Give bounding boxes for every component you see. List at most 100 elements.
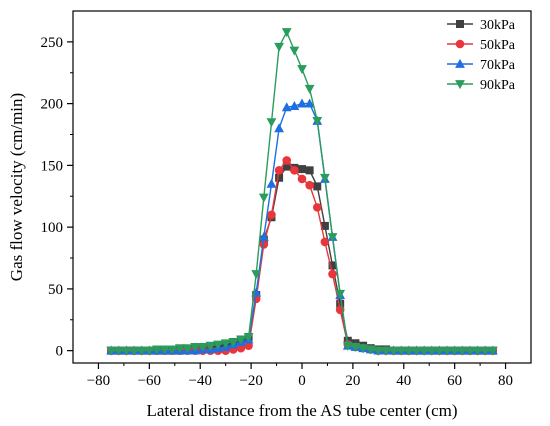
data-point: [465, 346, 475, 356]
data-point: [274, 42, 284, 52]
data-point: [266, 178, 277, 188]
series-line: [111, 30, 493, 352]
series-70kPa: [106, 98, 498, 355]
x-tick-label: −20: [239, 373, 262, 389]
legend-label: 30kPa: [480, 18, 516, 33]
data-point: [220, 339, 231, 349]
data-point: [289, 46, 300, 56]
data-point: [251, 270, 262, 280]
data-point: [274, 123, 284, 133]
series-line: [111, 165, 493, 352]
data-point: [267, 210, 276, 220]
data-point: [297, 65, 307, 75]
data-point: [197, 343, 208, 353]
data-point: [236, 335, 246, 345]
y-tick-label: 200: [41, 97, 64, 113]
series-line: [111, 159, 493, 352]
series-layer: [106, 28, 498, 356]
data-point: [305, 180, 314, 190]
data-point: [328, 261, 337, 270]
data-point: [243, 333, 254, 343]
data-point: [358, 344, 368, 354]
data-point: [281, 28, 292, 38]
data-point: [259, 240, 269, 249]
data-point: [228, 338, 239, 348]
series-90kPa: [106, 28, 498, 356]
data-point: [480, 346, 491, 356]
legend-marker: [455, 80, 465, 90]
x-tick-label: −60: [138, 373, 161, 389]
data-point: [328, 269, 337, 279]
x-tick-label: −40: [188, 373, 211, 389]
data-point: [236, 343, 246, 353]
data-point: [275, 173, 284, 182]
legend-marker: [455, 39, 465, 49]
data-point: [350, 343, 361, 353]
data-point: [129, 346, 139, 356]
data-point: [426, 346, 437, 356]
data-point: [403, 346, 414, 356]
data-point: [312, 117, 323, 127]
series-line: [111, 102, 493, 352]
data-point: [281, 102, 292, 112]
legend: 30kPa 50kPa 70kPa 90kPa: [447, 18, 516, 93]
data-point: [136, 346, 147, 356]
data-point: [411, 346, 422, 356]
data-point: [113, 346, 124, 356]
data-point: [449, 346, 460, 356]
data-point: [282, 162, 291, 171]
y-tick-label: 250: [41, 35, 64, 51]
y-tick-label: 100: [41, 220, 64, 236]
data-point: [457, 346, 468, 356]
data-point: [419, 346, 430, 356]
series-50kPa: [106, 156, 498, 355]
data-point: [320, 221, 329, 230]
data-point: [305, 166, 314, 175]
legend-marker: [455, 58, 465, 68]
data-point: [304, 98, 315, 108]
legend-item: 30kPa: [447, 18, 516, 33]
x-tick-label: 20: [345, 373, 360, 389]
x-tick-label: −80: [87, 373, 110, 389]
data-point: [289, 101, 300, 111]
data-point: [282, 156, 292, 165]
data-point: [373, 346, 384, 356]
data-point: [381, 346, 391, 356]
legend-marker: [456, 20, 464, 28]
y-tick-label: 0: [56, 344, 64, 360]
data-point: [313, 182, 322, 191]
data-point: [388, 346, 399, 356]
data-point: [335, 289, 346, 299]
data-point: [152, 345, 162, 355]
data-point: [487, 346, 498, 356]
x-tick-label: 80: [498, 373, 513, 389]
x-tick-label: 40: [396, 373, 411, 389]
data-point: [342, 341, 353, 351]
legend-item: 70kPa: [447, 58, 516, 73]
y-tick-label: 150: [41, 158, 64, 174]
x-axis-label: Lateral distance from the AS tube center…: [146, 401, 457, 420]
data-point: [297, 174, 307, 184]
legend-item: 50kPa: [447, 38, 516, 53]
data-point: [396, 346, 407, 356]
data-point: [190, 343, 201, 353]
data-point: [312, 203, 322, 212]
data-point: [297, 98, 307, 108]
data-point: [320, 237, 330, 247]
data-point: [182, 344, 193, 354]
data-point: [442, 346, 452, 356]
data-point: [106, 346, 117, 356]
data-point: [336, 299, 345, 308]
data-point: [244, 341, 253, 351]
y-axis-label: Gas flow velocity (cm/min): [7, 93, 26, 281]
data-point: [258, 193, 269, 203]
legend-label: 90kPa: [480, 78, 516, 93]
data-point: [266, 118, 277, 128]
y-tick-label: 50: [48, 282, 63, 298]
legend-label: 50kPa: [480, 38, 516, 53]
x-tick-label: 0: [298, 373, 306, 389]
data-point: [121, 346, 132, 356]
series-30kPa: [107, 162, 497, 355]
